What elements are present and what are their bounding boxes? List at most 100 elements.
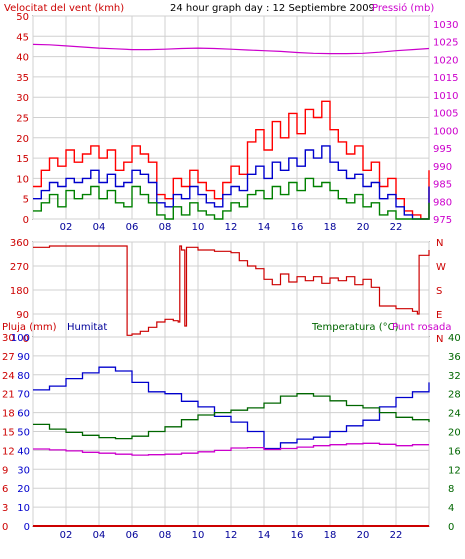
axis-tick-label: N — [436, 238, 443, 249]
panel2-series — [33, 245, 430, 336]
axis-tick-label: N — [436, 334, 443, 345]
pressure-axis-label: Pressió (mb) — [372, 2, 434, 14]
x-tick-label: 22 — [390, 530, 403, 541]
x-tick-label: 06 — [126, 222, 139, 233]
axis-tick-label: 995 — [433, 144, 452, 155]
x-tick-label: 14 — [258, 530, 271, 541]
dewpoint-axis-label: Punt rosada — [392, 322, 451, 333]
axis-tick-label: 1020 — [433, 55, 458, 66]
x-tick-label: 16 — [291, 222, 304, 233]
gust-series-line — [33, 100, 430, 220]
panel2-grid — [32, 241, 430, 339]
x-tick-label: 16 — [291, 530, 304, 541]
x-tick-label: 20 — [357, 222, 370, 233]
axis-tick-label: 40 — [448, 333, 461, 344]
panel3-series — [33, 366, 430, 527]
panel1-right-ticks: 1030 1025 1020 1015 1010 1005 1000 995 990 985 980… — [433, 20, 458, 226]
temperature-axis-label: Temperatura (°C) — [311, 322, 399, 333]
axis-tick-label: 20 — [16, 134, 29, 145]
axis-tick-label: 990 — [433, 162, 452, 173]
axis-tick-label: 90 — [17, 352, 30, 363]
axis-tick-label: 4 — [448, 503, 454, 514]
axis-tick-label: 6 — [2, 484, 8, 495]
dewpoint-series-line — [33, 442, 429, 456]
axis-tick-label: 80 — [17, 371, 30, 382]
axis-tick-label: E — [436, 310, 442, 321]
panel1-x-ticks: 02 04 06 08 10 12 14 16 18 20 22 — [60, 222, 403, 233]
humidity-series-line — [33, 366, 430, 450]
axis-tick-label: 1025 — [433, 38, 458, 49]
axis-tick-label: 0 — [24, 522, 30, 533]
axis-tick-label: 9 — [2, 465, 8, 476]
x-tick-label: 04 — [93, 222, 106, 233]
axis-tick-label: 1000 — [433, 126, 458, 137]
axis-tick-label: 36 — [448, 352, 461, 363]
low-series-line — [33, 177, 430, 220]
avg-series-line — [33, 145, 430, 220]
axis-tick-label: 27 — [2, 352, 15, 363]
pressure-series-line — [32, 43, 430, 55]
axis-tick-label: 10 — [16, 174, 29, 185]
x-tick-label: 02 — [60, 222, 73, 233]
axis-tick-label: 30 — [16, 93, 29, 104]
axis-tick-label: 1005 — [433, 109, 458, 120]
axis-tick-label: 28 — [448, 390, 461, 401]
axis-tick-label: 60 — [17, 409, 30, 420]
x-tick-label: 04 — [93, 530, 106, 541]
axis-tick-label: 50 — [16, 12, 29, 23]
humidity-axis-label: Humitat — [67, 322, 107, 333]
axis-tick-label: 24 — [448, 409, 461, 420]
axis-tick-label: 20 — [448, 428, 461, 439]
axis-tick-label: 90 — [16, 310, 29, 321]
panel-wind-direction: 360 270 180 90 0 N W S E N — [10, 238, 446, 345]
axis-tick-label: 40 — [16, 53, 29, 64]
x-tick-label: 08 — [159, 222, 172, 233]
axis-tick-label: 25 — [16, 114, 29, 125]
axis-tick-label: 30 — [17, 465, 30, 476]
x-tick-label: 06 — [126, 530, 139, 541]
axis-tick-label: S — [436, 286, 442, 297]
wind-speed-axis-label: Velocitat del vent (kmh) — [4, 3, 124, 14]
graph-title: 24 hour graph day : 12 Septiembre 2009 — [170, 3, 375, 14]
x-tick-label: 14 — [258, 222, 271, 233]
axis-tick-label: 8 — [448, 484, 454, 495]
axis-tick-label: 980 — [433, 197, 452, 208]
x-tick-label: 18 — [324, 530, 337, 541]
x-tick-label: 18 — [324, 222, 337, 233]
axis-tick-label: 0 — [448, 522, 454, 533]
axis-tick-label: 15 — [16, 154, 29, 165]
axis-tick-label: 0 — [2, 522, 8, 533]
axis-tick-label: 10 — [17, 503, 30, 514]
x-tick-label: 12 — [225, 222, 238, 233]
axis-tick-label: 15 — [2, 428, 15, 439]
axis-tick-label: 45 — [16, 32, 29, 43]
axis-tick-label: 21 — [2, 390, 15, 401]
axis-tick-label: 40 — [17, 446, 30, 457]
panel2-right-ticks: N W S E N — [436, 238, 446, 345]
x-tick-label: 12 — [225, 530, 238, 541]
axis-tick-label: 16 — [448, 446, 461, 457]
axis-tick-label: 5 — [23, 195, 29, 206]
axis-tick-label: 985 — [433, 180, 452, 191]
axis-tick-label: 20 — [17, 484, 30, 495]
axis-tick-label: 0 — [23, 334, 29, 345]
axis-tick-label: 975 — [433, 215, 452, 226]
axis-tick-label: 1030 — [433, 20, 458, 31]
axis-tick-label: 100 — [11, 333, 30, 344]
axis-tick-label: 18 — [2, 409, 15, 420]
panel1-series — [32, 43, 430, 220]
x-tick-label: 10 — [192, 222, 205, 233]
axis-tick-label: 50 — [17, 428, 30, 439]
axis-tick-label: 70 — [17, 390, 30, 401]
axis-tick-label: 24 — [2, 371, 15, 382]
x-tick-label: 20 — [357, 530, 370, 541]
axis-tick-label: 180 — [10, 286, 29, 297]
panel3-x-ticks: 02 04 06 08 10 12 14 16 18 20 22 — [60, 530, 403, 541]
axis-tick-label: 360 — [10, 238, 29, 249]
